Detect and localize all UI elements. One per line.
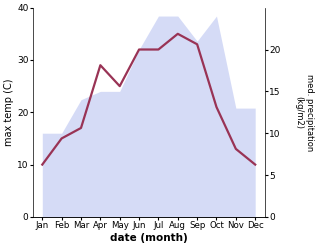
Y-axis label: max temp (C): max temp (C) bbox=[4, 79, 14, 146]
Y-axis label: med. precipitation
(kg/m2): med. precipitation (kg/m2) bbox=[294, 74, 314, 151]
X-axis label: date (month): date (month) bbox=[110, 233, 188, 243]
